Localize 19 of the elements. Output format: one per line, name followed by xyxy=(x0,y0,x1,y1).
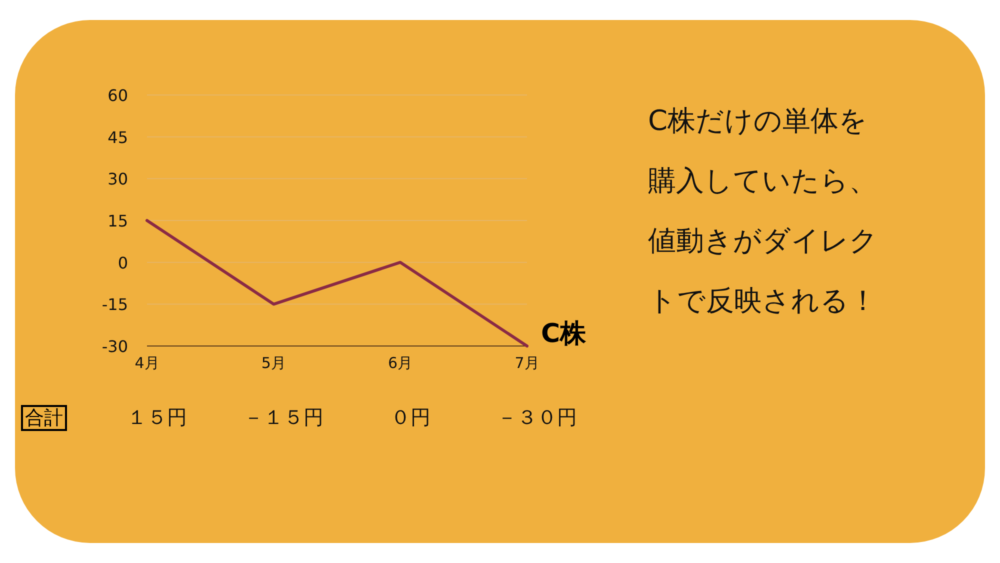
y-tick-label: 45 xyxy=(108,128,128,147)
y-tick-label: 15 xyxy=(108,212,128,230)
line-series xyxy=(146,219,528,348)
text: －１５円 xyxy=(244,405,324,429)
x-tick-label: 5月 xyxy=(261,354,286,372)
y-tick-label: 0 xyxy=(118,253,128,272)
x-tick-label: 4月 xyxy=(134,354,160,372)
text: C株だけの単体を購入していたら、値動きがダイレクトで反映される！ xyxy=(648,104,878,317)
text: －３０円 xyxy=(497,405,577,429)
y-tick-label: -15 xyxy=(102,295,128,314)
text: １５円 xyxy=(127,405,187,429)
series-label: C株 xyxy=(541,319,588,349)
text: 合計 xyxy=(25,407,63,429)
x-tick-label: 6月 xyxy=(388,354,413,372)
y-tick-label: 60 xyxy=(108,86,128,105)
text: ０円 xyxy=(390,405,430,429)
y-tick-label: -30 xyxy=(102,337,128,356)
x-tick-label: 7月 xyxy=(514,354,540,372)
y-tick-label: 30 xyxy=(108,170,128,189)
